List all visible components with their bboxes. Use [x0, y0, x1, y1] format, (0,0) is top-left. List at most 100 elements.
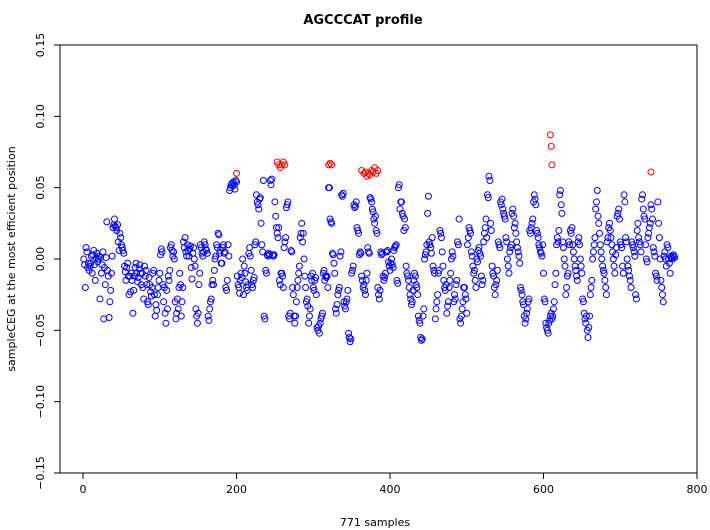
data-point	[487, 226, 495, 234]
data-point	[332, 309, 340, 317]
data-point	[651, 252, 659, 260]
data-point	[266, 251, 274, 259]
data-point	[358, 272, 366, 280]
data-point	[606, 226, 614, 234]
data-point	[457, 312, 465, 320]
data-point	[246, 244, 254, 252]
data-point	[223, 276, 231, 284]
data-point	[101, 281, 109, 289]
data-point	[278, 269, 286, 277]
data-point	[437, 234, 445, 242]
data-point	[196, 269, 204, 277]
x-tick-label: 200	[226, 483, 247, 496]
data-point	[284, 198, 292, 206]
data-point	[428, 234, 436, 242]
data-point	[647, 168, 655, 176]
data-point	[532, 201, 540, 209]
data-point	[576, 241, 584, 249]
data-point	[103, 218, 111, 226]
data-point	[548, 315, 556, 323]
data-point	[448, 248, 456, 256]
data-point	[411, 272, 419, 280]
data-point	[257, 219, 265, 227]
data-point	[540, 295, 548, 303]
data-point	[355, 251, 363, 259]
data-point	[635, 234, 643, 242]
data-point	[453, 276, 461, 284]
data-point	[500, 212, 508, 220]
x-axis-label: 771 samples	[340, 516, 410, 529]
data-point	[434, 269, 442, 277]
data-point	[241, 269, 249, 277]
data-point	[361, 286, 369, 294]
data-point	[487, 219, 495, 227]
data-point	[466, 226, 474, 234]
data-point	[239, 291, 247, 299]
data-point	[620, 191, 628, 199]
data-point	[120, 249, 128, 257]
data-point	[368, 198, 376, 206]
data-point	[557, 201, 565, 209]
data-point	[630, 248, 638, 256]
data-point	[107, 269, 115, 277]
data-point	[339, 189, 347, 197]
data-point	[502, 234, 510, 242]
x-tick-label: 0	[80, 483, 87, 496]
data-point	[374, 167, 382, 175]
data-point	[181, 234, 189, 242]
data-point	[266, 177, 274, 185]
data-point	[618, 244, 626, 252]
data-point	[188, 275, 196, 283]
y-tick-label: 0.15	[34, 33, 47, 58]
data-point	[634, 219, 642, 227]
data-point	[342, 298, 350, 306]
data-point	[470, 266, 478, 274]
data-point	[303, 295, 311, 303]
data-point	[107, 286, 115, 294]
data-point	[408, 298, 416, 306]
data-point	[158, 248, 166, 256]
data-point	[519, 298, 527, 306]
data-point	[556, 187, 564, 195]
data-point	[551, 281, 559, 289]
data-point	[638, 195, 646, 203]
data-point	[444, 298, 452, 306]
data-point	[239, 255, 247, 263]
data-point	[652, 269, 660, 277]
data-point	[509, 205, 517, 213]
data-point	[155, 276, 163, 284]
data-point	[325, 161, 333, 169]
data-point	[178, 298, 186, 306]
data-point	[289, 284, 297, 292]
data-point	[513, 244, 521, 252]
data-point	[83, 248, 91, 256]
data-points	[80, 131, 679, 346]
data-point	[361, 291, 369, 299]
data-point	[499, 205, 507, 213]
data-point	[639, 205, 647, 213]
data-point	[629, 241, 637, 249]
data-point	[256, 194, 264, 202]
data-point	[507, 241, 515, 249]
data-point	[326, 159, 334, 167]
data-point	[477, 252, 485, 260]
data-point	[588, 276, 596, 284]
data-point	[540, 269, 548, 277]
data-point	[237, 269, 245, 277]
data-point	[223, 286, 231, 294]
data-point	[641, 215, 649, 223]
data-point	[219, 241, 227, 249]
data-point	[295, 262, 303, 270]
data-point	[348, 266, 356, 274]
data-point	[640, 212, 648, 220]
data-point	[195, 281, 203, 289]
data-point	[503, 255, 511, 263]
data-point	[357, 249, 365, 257]
data-point	[295, 269, 303, 277]
data-point	[610, 262, 618, 270]
data-point	[449, 252, 457, 260]
data-point	[283, 201, 291, 209]
data-point	[150, 266, 158, 274]
data-point	[659, 298, 667, 306]
